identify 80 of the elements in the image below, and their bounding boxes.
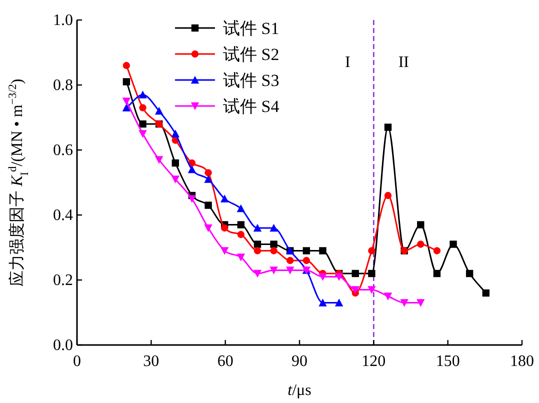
y-tick-label: 0.4 [53,207,73,224]
y-tick-label: 0.6 [53,142,73,159]
point [334,273,344,281]
x-tick-label: 30 [143,353,160,370]
point [368,270,376,278]
point [204,224,212,232]
point [384,192,392,200]
point [270,266,278,274]
annotation: I [345,54,350,71]
point [433,270,441,278]
point [286,256,294,264]
point [318,298,327,306]
point [417,240,424,248]
point [254,247,262,254]
x-tick-label: 90 [292,353,308,370]
point [220,194,229,202]
point [138,130,147,138]
point [384,292,392,300]
point [352,270,359,278]
point [270,240,278,248]
annotation: II [398,54,409,71]
point [334,298,344,306]
point [253,224,262,232]
point [236,254,246,262]
point [368,286,376,294]
point [302,247,310,254]
point [270,247,278,254]
point [139,120,146,128]
point [154,106,164,115]
point [237,230,245,238]
point [188,195,196,203]
legend-label: 试件 S1 [223,19,280,38]
point [204,169,212,176]
point [482,289,490,297]
x-tick-label: 180 [510,353,534,370]
point [154,156,164,164]
point [368,247,376,254]
x-tick-label: 0 [73,353,81,370]
y-tick-label: 0.8 [53,77,73,94]
point [270,224,278,232]
x-tick-label: 120 [362,353,386,370]
point [171,130,180,138]
legend-label: 试件 S2 [223,45,280,64]
point [122,104,131,112]
point [172,159,179,167]
point [188,165,196,174]
legend-label: 试件 S4 [223,97,280,116]
legend-label: 试件 S3 [223,71,280,90]
y-tick-label: 1.0 [53,12,73,29]
point [450,240,457,248]
point [384,124,392,131]
point [220,247,229,255]
point [318,273,327,281]
point [122,98,131,106]
point [286,266,294,274]
point [319,247,326,254]
point [171,176,180,184]
point [417,221,424,228]
point [433,247,441,254]
point [122,78,130,86]
point [122,62,130,70]
point [236,204,246,212]
point [400,299,408,307]
point [253,270,262,278]
x-tick-label: 150 [436,353,460,370]
point [138,90,147,98]
point [416,299,425,307]
point [204,175,212,183]
y-tick-label: 0.2 [53,272,73,289]
point [220,224,228,232]
point [302,256,310,264]
x-axis-title: t/μs [288,382,312,399]
point [237,221,245,228]
point [466,270,474,278]
x-tick-label: 60 [217,353,234,370]
point [254,240,262,248]
point [139,104,146,112]
point [351,286,360,294]
y-tick-label: 0.0 [53,337,73,354]
point [204,202,212,209]
